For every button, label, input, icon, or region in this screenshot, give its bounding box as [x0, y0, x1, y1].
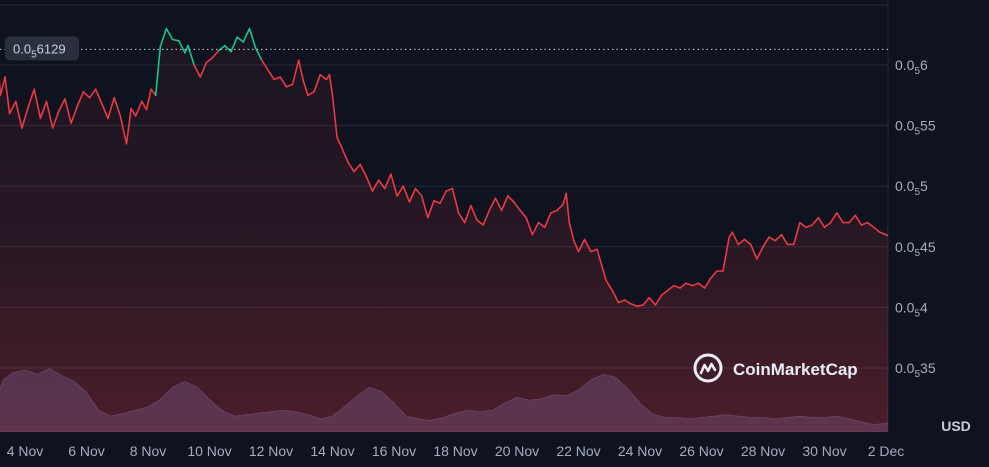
- x-tick-label: 30 Nov: [802, 443, 846, 459]
- x-tick-label: 18 Nov: [433, 443, 477, 459]
- currency-unit-label: USD: [941, 418, 971, 434]
- x-tick-label: 14 Nov: [310, 443, 354, 459]
- x-tick-label: 6 Nov: [68, 443, 105, 459]
- x-tick-label: 22 Nov: [556, 443, 600, 459]
- x-tick-label: 12 Nov: [249, 443, 293, 459]
- brand-name: CoinMarketCap: [733, 360, 858, 379]
- x-tick-label: 28 Nov: [741, 443, 785, 459]
- x-tick-label: 24 Nov: [618, 443, 662, 459]
- x-tick-label: 16 Nov: [372, 443, 416, 459]
- x-tick-label: 8 Nov: [130, 443, 167, 459]
- x-tick-label: 26 Nov: [679, 443, 723, 459]
- x-tick-label: 2 Dec: [868, 443, 905, 459]
- x-axis: 4 Nov 6 Nov 8 Nov 10 Nov 12 Nov 14 Nov 16 Nov 1…: [7, 443, 905, 459]
- x-tick-label: 4 Nov: [7, 443, 44, 459]
- x-tick-label: 10 Nov: [187, 443, 231, 459]
- x-tick-label: 20 Nov: [495, 443, 539, 459]
